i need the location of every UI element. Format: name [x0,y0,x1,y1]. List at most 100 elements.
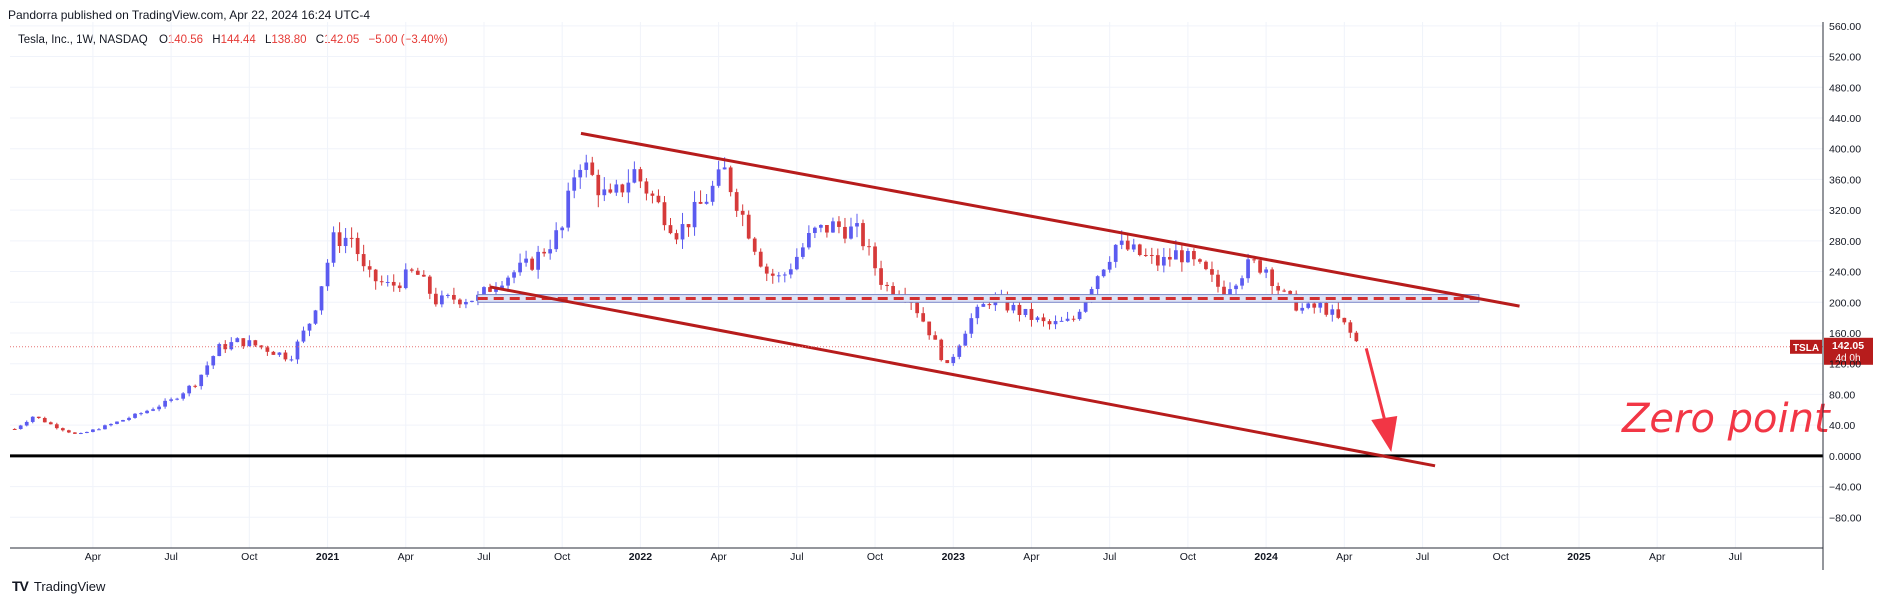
candle [1330,309,1335,315]
candle [1125,240,1130,250]
candle [728,167,733,193]
candle [837,221,841,227]
candle [271,351,276,355]
candle [626,182,631,193]
candle [560,227,565,231]
candle [103,425,107,430]
candle [1174,250,1178,260]
candle [367,266,372,270]
candle [891,286,895,295]
candle [825,224,829,233]
candle [692,201,697,228]
candle [867,246,871,248]
candle [716,169,721,186]
candle [1053,321,1058,325]
candle [199,374,204,387]
candle [433,293,438,305]
candle [945,360,950,364]
candle [319,286,324,311]
candle [981,304,986,307]
candle [939,339,944,361]
candle [680,224,685,240]
candle [277,352,282,355]
y-tick-label: 40.00 [1829,420,1855,432]
y-tick-label: 560.00 [1829,21,1861,33]
candle [1017,304,1022,315]
candle [1264,269,1268,273]
x-tick-label: 2023 [942,551,966,563]
price-tag-countdown: 4d 0h [1835,353,1860,364]
candle [139,413,143,415]
symbol-name: Tesla, Inc., 1W, NASDAQ [18,34,148,46]
candle [1155,255,1160,266]
candle [1071,318,1076,320]
candle [109,423,113,426]
candle [1023,308,1028,315]
candle [343,237,348,247]
x-tick-label: Apr [85,551,102,563]
candle [879,268,883,285]
candle [843,226,847,239]
candle [427,276,432,294]
x-tick-label: Apr [398,551,415,563]
y-tick-label: 320.00 [1829,205,1861,217]
tradingview-brand[interactable]: TradingView [33,578,106,594]
candle [1137,244,1142,255]
candle [1095,276,1100,290]
candle [518,262,522,273]
candle [97,429,101,431]
candle [48,422,53,425]
candle [572,177,577,191]
candle [885,284,889,287]
candle [831,221,835,233]
candle [506,277,510,286]
candle [151,409,155,411]
candle [72,432,77,434]
candle [794,256,799,270]
candle [596,174,601,196]
candle [915,302,920,314]
candle [620,184,625,193]
candle [470,300,474,302]
candle [127,417,131,420]
candle [963,333,968,346]
candle [548,249,553,254]
y-tick-label: 400.00 [1829,144,1861,156]
candle [1035,317,1040,320]
candle [391,281,396,286]
y-tick-label: 240.00 [1829,267,1861,279]
candle [933,335,938,340]
candle [42,417,47,423]
x-tick-label: Apr [1023,551,1040,563]
candle [331,232,336,263]
candle [1077,311,1082,320]
open-value: 140.56 [167,34,204,46]
x-tick-label: Apr [710,551,727,563]
x-tick-label: 2021 [316,551,340,563]
x-tick-label: Oct [241,551,257,563]
candle [873,246,877,269]
tradingview-logo-icon[interactable]: TV [12,578,29,594]
candle [494,288,498,292]
candle [1047,321,1052,325]
candle [157,406,161,410]
candle [1276,286,1281,291]
symbol-tag [1790,339,1822,354]
candle [578,169,583,178]
candle [608,189,613,193]
y-tick-label: −40.00 [1829,482,1862,494]
candle [1348,322,1353,333]
candle [60,428,65,431]
candle [91,429,95,432]
x-tick-label: Jul [477,551,490,563]
candle [133,413,137,418]
candle [36,416,41,418]
candle [1336,309,1341,318]
candle [614,184,619,193]
candle [1041,317,1046,322]
candle [1312,303,1317,308]
candle [1119,240,1124,245]
candle [644,181,649,194]
y-tick-label: 280.00 [1829,236,1861,248]
